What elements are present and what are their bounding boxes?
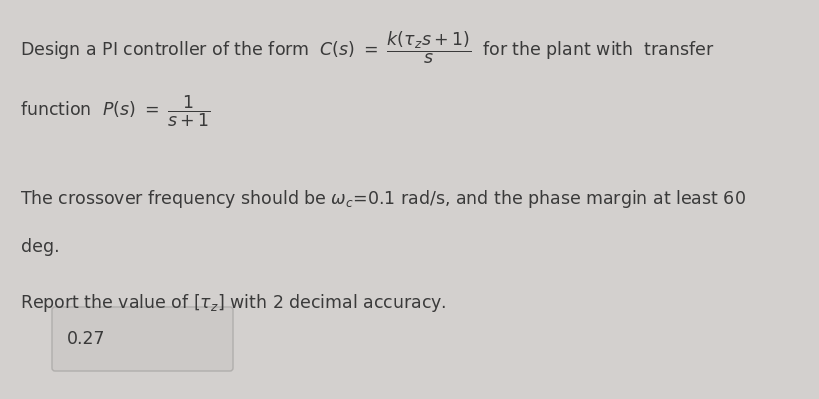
Text: Design a PI controller of the form  $C(s)$ $=$ $\dfrac{k(\tau_z s+1)}{s}$  for t: Design a PI controller of the form $C(s)…	[20, 30, 714, 66]
FancyBboxPatch shape	[52, 307, 233, 371]
Text: function  $P(s)$ $=$ $\dfrac{1}{s+1}$: function $P(s)$ $=$ $\dfrac{1}{s+1}$	[20, 94, 211, 129]
Text: The crossover frequency should be $\omega_c$=0.1 rad/s, and the phase margin at : The crossover frequency should be $\omeg…	[20, 188, 745, 211]
Text: deg.: deg.	[20, 238, 59, 257]
Text: Report the value of $[\tau_z]$ with 2 decimal accuracy.: Report the value of $[\tau_z]$ with 2 de…	[20, 292, 446, 314]
Text: 0.27: 0.27	[67, 330, 106, 348]
